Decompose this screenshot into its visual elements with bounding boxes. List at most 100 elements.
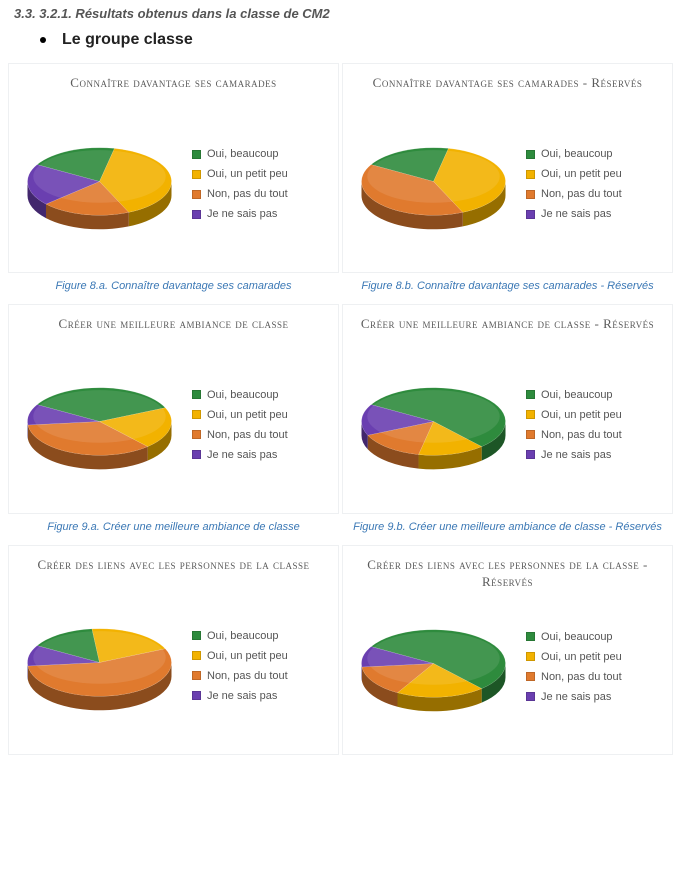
legend-label: Je ne sais pas (541, 449, 611, 461)
chart-title: Créer une meilleure ambiance de classe -… (351, 315, 664, 349)
legend-item: Je ne sais pas (192, 208, 330, 220)
chart-legend: Oui, beaucoup Oui, un petit peu Non, pas d… (192, 389, 330, 461)
legend-swatch (192, 450, 201, 459)
legend-swatch (192, 631, 201, 640)
legend-item: Oui, un petit peu (526, 409, 664, 421)
chart-panel: Créer une meilleure ambiance de classe O… (8, 304, 339, 514)
chart-panel: Connaître davantage ses camarades Oui, b… (8, 63, 339, 273)
legend-label: Oui, beaucoup (541, 631, 613, 643)
legend-swatch (526, 632, 535, 641)
legend-swatch (526, 390, 535, 399)
legend-swatch (192, 651, 201, 660)
legend-item: Non, pas du tout (192, 670, 330, 682)
bullet-icon (40, 37, 46, 43)
legend-label: Je ne sais pas (207, 690, 277, 702)
legend-item: Oui, un petit peu (526, 168, 664, 180)
legend-swatch (526, 692, 535, 701)
legend-label: Non, pas du tout (541, 671, 622, 683)
legend-label: Oui, un petit peu (541, 651, 622, 663)
legend-label: Oui, beaucoup (541, 389, 613, 401)
pie-chart (351, 609, 516, 724)
chart-body: Oui, beaucoup Oui, un petit peu Non, pas d… (351, 355, 664, 495)
legend-label: Oui, beaucoup (541, 148, 613, 160)
chart-title: Connaître davantage ses camarades - Rése… (351, 74, 664, 108)
chart-title: Créer des liens avec les personnes de la… (351, 556, 664, 591)
chart-title: Créer une meilleure ambiance de classe (17, 315, 330, 349)
bullet-label: Le groupe classe (62, 31, 193, 49)
legend-swatch (192, 170, 201, 179)
legend-label: Oui, un petit peu (207, 409, 288, 421)
pie-chart (17, 608, 182, 723)
legend-item: Non, pas du tout (526, 671, 664, 683)
legend-swatch (192, 150, 201, 159)
legend-item: Oui, beaucoup (526, 631, 664, 643)
legend-item: Oui, un petit peu (192, 168, 330, 180)
legend-item: Non, pas du tout (526, 188, 664, 200)
legend-swatch (526, 210, 535, 219)
legend-label: Oui, beaucoup (207, 630, 279, 642)
legend-label: Je ne sais pas (207, 208, 277, 220)
chart-legend: Oui, beaucoup Oui, un petit peu Non, pas d… (526, 631, 664, 703)
chart-panel: Créer des liens avec les personnes de la… (8, 545, 339, 755)
chart-body: Oui, beaucoup Oui, un petit peu Non, pas d… (351, 597, 664, 737)
legend-item: Je ne sais pas (526, 208, 664, 220)
legend-item: Non, pas du tout (526, 429, 664, 441)
chart-title: Connaître davantage ses camarades (17, 74, 330, 108)
legend-swatch (192, 430, 201, 439)
chart-panel: Créer une meilleure ambiance de classe -… (342, 304, 673, 514)
pie-chart (17, 127, 182, 242)
pie-chart (351, 127, 516, 242)
legend-swatch (192, 410, 201, 419)
legend-label: Oui, un petit peu (207, 650, 288, 662)
chart-panel: Créer des liens avec les personnes de la… (342, 545, 673, 755)
legend-item: Oui, beaucoup (526, 148, 664, 160)
legend-item: Je ne sais pas (192, 449, 330, 461)
legend-item: Oui, beaucoup (526, 389, 664, 401)
figure-caption: Figure 8.a. Connaître davantage ses cama… (8, 273, 339, 304)
legend-label: Oui, un petit peu (207, 168, 288, 180)
legend-swatch (526, 430, 535, 439)
legend-swatch (526, 150, 535, 159)
legend-item: Oui, beaucoup (192, 148, 330, 160)
legend-item: Oui, un petit peu (192, 650, 330, 662)
legend-label: Je ne sais pas (207, 449, 277, 461)
legend-label: Oui, un petit peu (541, 168, 622, 180)
chart-body: Oui, beaucoup Oui, un petit peu Non, pas d… (351, 114, 664, 254)
legend-item: Je ne sais pas (526, 449, 664, 461)
chart-legend: Oui, beaucoup Oui, un petit peu Non, pas d… (526, 148, 664, 220)
chart-panel: Connaître davantage ses camarades - Rése… (342, 63, 673, 273)
legend-swatch (526, 170, 535, 179)
section-heading: 3.3. 3.2.1. Résultats obtenus dans la cl… (14, 6, 673, 21)
chart-title: Créer des liens avec les personnes de la… (17, 556, 330, 590)
legend-swatch (526, 410, 535, 419)
legend-swatch (526, 652, 535, 661)
legend-swatch (526, 190, 535, 199)
legend-swatch (526, 672, 535, 681)
legend-swatch (192, 210, 201, 219)
legend-label: Non, pas du tout (207, 670, 288, 682)
legend-label: Non, pas du tout (541, 429, 622, 441)
chart-body: Oui, beaucoup Oui, un petit peu Non, pas d… (17, 355, 330, 495)
legend-swatch (192, 390, 201, 399)
figure-caption: Figure 8.b. Connaître davantage ses cama… (342, 273, 673, 304)
legend-item: Je ne sais pas (192, 690, 330, 702)
legend-swatch (192, 691, 201, 700)
legend-item: Oui, un petit peu (192, 409, 330, 421)
legend-label: Oui, beaucoup (207, 389, 279, 401)
figure-caption: Figure 9.b. Créer une meilleure ambiance… (342, 514, 673, 545)
bullet-heading: Le groupe classe (40, 31, 673, 49)
pie-chart (17, 367, 182, 482)
legend-label: Non, pas du tout (207, 188, 288, 200)
legend-item: Non, pas du tout (192, 429, 330, 441)
legend-swatch (526, 450, 535, 459)
legend-label: Non, pas du tout (541, 188, 622, 200)
chart-legend: Oui, beaucoup Oui, un petit peu Non, pas d… (526, 389, 664, 461)
legend-swatch (192, 671, 201, 680)
chart-legend: Oui, beaucoup Oui, un petit peu Non, pas d… (192, 630, 330, 702)
legend-item: Non, pas du tout (192, 188, 330, 200)
chart-body: Oui, beaucoup Oui, un petit peu Non, pas d… (17, 114, 330, 254)
legend-item: Oui, beaucoup (192, 630, 330, 642)
legend-label: Non, pas du tout (207, 429, 288, 441)
chart-body: Oui, beaucoup Oui, un petit peu Non, pas d… (17, 596, 330, 736)
legend-item: Je ne sais pas (526, 691, 664, 703)
